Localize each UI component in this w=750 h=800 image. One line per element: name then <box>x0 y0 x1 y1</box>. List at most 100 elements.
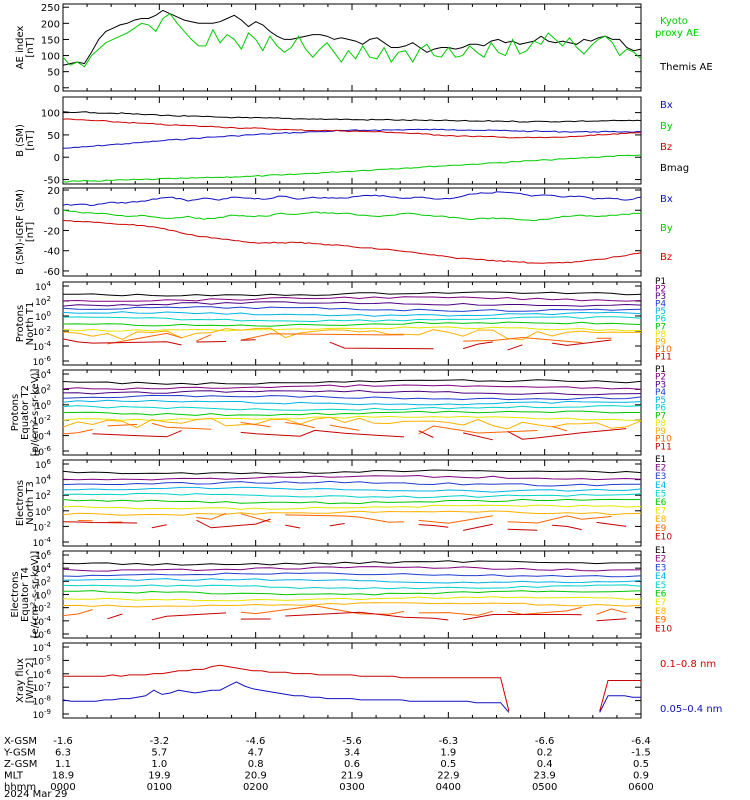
ephemeris-value: 0.8 <box>248 759 264 770</box>
ephemeris-value: -5.6 <box>342 736 362 747</box>
ephemeris-value: 0100 <box>147 782 172 793</box>
ephemeris-value: 22.9 <box>437 771 459 782</box>
ephemeris-value: -6.3 <box>439 736 459 747</box>
legend-entry-7: E7 <box>655 598 666 608</box>
channel-line-P4 <box>62 306 642 312</box>
channel-line-P5 <box>62 311 642 317</box>
legend-entry-4: P4 <box>655 300 666 310</box>
panel-frame-2 <box>62 96 642 185</box>
y-tick-label: 10-9 <box>33 708 51 721</box>
y-axis-label-1: [nT] <box>25 37 36 57</box>
series-line <box>62 219 642 264</box>
y-axis-label-4: North T1 <box>25 302 36 346</box>
y-tick-label: 100 <box>35 505 51 518</box>
channel-line-E10 <box>63 519 641 530</box>
legend-entry-7: E10 <box>655 624 672 634</box>
legend-entry-6: E4 <box>655 481 667 491</box>
y-axis-label-3: B (SM)-IGRF (SM) <box>15 189 26 275</box>
legend-entry-4: P3 <box>655 292 666 302</box>
y-axis-label-8: Xray flux <box>15 658 26 703</box>
channel-line-P11 <box>93 429 641 440</box>
ephemeris-label: Y-GSM <box>3 748 36 759</box>
panel-frame-1 <box>62 3 642 92</box>
y-axis-label-7: [e/(cm²-s-sr-keV)] <box>30 551 41 639</box>
y-axis-label-7: Electrons <box>10 571 21 617</box>
legend-entry-4: P1 <box>655 277 666 287</box>
ephemeris-value: 0200 <box>243 782 268 793</box>
ephemeris-value: 6.3 <box>55 748 71 759</box>
channel-line-E6 <box>63 590 642 596</box>
legend-entry-8: 0.1–0.8 nm <box>660 659 716 670</box>
channel-line-P1 <box>62 379 642 386</box>
legend-entry-3: Bz <box>660 252 672 263</box>
y-tick-label: 0 <box>54 84 60 95</box>
legend-entry-3: By <box>660 223 673 234</box>
legend-entry-5: P5 <box>655 396 666 406</box>
channel-line-P6 <box>62 316 642 323</box>
channel-line-E5 <box>62 492 642 499</box>
ephemeris-value: 4.7 <box>248 748 264 759</box>
legend-entry-3: Bx <box>660 194 673 205</box>
channel-line-P7 <box>62 321 642 327</box>
panel-frame-8 <box>62 642 642 719</box>
ephemeris-value: -3.2 <box>150 736 170 747</box>
legend-entry-7: E1 <box>655 546 666 556</box>
legend-entry-5: P4 <box>655 388 666 398</box>
y-axis-label-8: [W/m^2] <box>25 658 36 704</box>
ephemeris-label: hhmm <box>4 782 36 793</box>
legend-entry-5: P9 <box>655 427 666 437</box>
y-tick-label: 100 <box>41 52 60 63</box>
legend-entry-5: P1 <box>655 365 666 375</box>
y-axis-label-3: [nT] <box>25 222 36 242</box>
series-line <box>62 154 642 183</box>
ephemeris-label: Z-GSM <box>4 759 37 770</box>
series-line <box>62 128 642 149</box>
legend-entry-6: E5 <box>655 489 666 499</box>
channel-line-E4 <box>63 578 642 584</box>
channel-line-P8 <box>62 326 642 332</box>
legend-entry-6: E3 <box>655 472 666 482</box>
legend-entry-4: P11 <box>655 352 672 362</box>
legend-entry-1: Themis AE <box>659 62 713 73</box>
legend-entry-6: E6 <box>655 498 667 508</box>
legend-entry-6: E7 <box>655 507 666 517</box>
y-axis-label-5: Protons <box>10 394 21 431</box>
ephemeris-value: -4.6 <box>246 736 266 747</box>
ephemeris-value: 0.9 <box>633 771 649 782</box>
channel-line-E3 <box>62 480 642 487</box>
series-line <box>62 111 642 123</box>
legend-entry-7: E5 <box>655 581 666 591</box>
y-tick-label: 100 <box>35 310 51 323</box>
ephemeris-value: 18.9 <box>52 771 74 782</box>
channel-line-P9 <box>62 416 642 430</box>
y-axis-label-6: Electrons <box>15 480 26 526</box>
y-axis-label-2: B (SM) <box>15 124 26 157</box>
y-tick-label: 150 <box>41 35 60 46</box>
y-tick-label: 250 <box>41 3 60 14</box>
channel-line-P10 <box>63 423 641 434</box>
ephemeris-value: 0.6 <box>344 759 360 770</box>
channel-line-P2 <box>62 384 642 391</box>
channel-line-E9 <box>77 512 612 524</box>
y-tick-label: -50 <box>44 176 60 187</box>
channel-line-P6 <box>62 405 642 411</box>
channel-line-P3 <box>62 301 642 307</box>
ephemeris-value: 21.9 <box>341 771 363 782</box>
y-tick-label: 10-4 <box>33 641 52 654</box>
y-axis-label-5: Equator T2 <box>20 385 31 440</box>
legend-entry-7: E6 <box>655 590 667 600</box>
legend-entry-1: Kyoto <box>660 16 688 27</box>
legend-entry-4: P10 <box>655 345 672 355</box>
channel-line-E5 <box>62 584 642 590</box>
legend-entry-2: Bz <box>660 142 672 153</box>
channel-line-P3 <box>62 389 642 396</box>
legend-entry-5: P2 <box>655 373 666 383</box>
legend-entry-4: P2 <box>655 285 666 295</box>
series-line <box>62 681 641 713</box>
channel-line-P10 <box>107 332 612 345</box>
channel-line-P4 <box>62 394 642 401</box>
channel-line-E6 <box>62 498 642 505</box>
legend-entry-4: P6 <box>655 315 666 325</box>
channel-line-E3 <box>62 572 642 578</box>
legend-entry-5: P8 <box>655 419 666 429</box>
